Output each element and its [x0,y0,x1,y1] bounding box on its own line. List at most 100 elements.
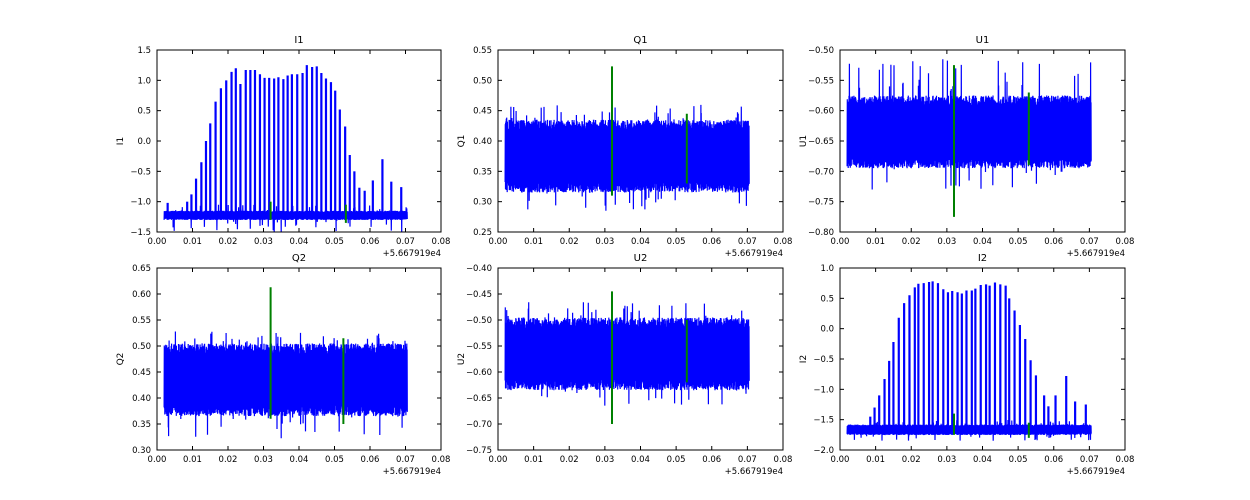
plot-area [846,281,1092,441]
x-tick-label: 0.06 [702,455,721,465]
x-tick-label: 0.01 [866,455,885,465]
x-tick-label: 0.03 [254,237,273,247]
series-line [846,419,1092,441]
x-tick-label: 0.06 [1044,455,1063,465]
x-tick-label: 0.08 [774,237,793,247]
y-tick-label: 0.55 [473,46,492,56]
subplot-i1: 0.00 0.01 0.02 0.03 0.04 0.05 0.06 0.07 0.08 1.5 1… [116,35,450,259]
x-tick-label: 0.07 [1080,237,1099,247]
y-tick-label: 0.40 [132,394,151,404]
x-tick-label: 0.02 [902,237,921,247]
x-tick-label: 0.01 [524,455,543,465]
y-tick-label: 0.45 [132,368,151,378]
x-tick-label: 0.03 [937,455,956,465]
x-tick-label: 0.04 [631,237,650,247]
y-tick-label: −0.5 [813,355,834,365]
y-tick-label: −0.70 [466,420,492,430]
y-tick-label: 0.55 [132,316,151,326]
y-tick-label: 0.30 [132,446,151,456]
y-tick-label: 0.35 [132,420,151,430]
x-tick-label: 0.00 [831,455,850,465]
x-tick-label: 0.01 [866,237,885,247]
y-tick-label: 0.50 [473,76,492,86]
y-tick-label: 0.30 [473,198,492,208]
x-tick-label: 0.00 [831,237,850,247]
subplot-title: Q2 [292,253,306,264]
y-tick-label: 0.40 [473,137,492,147]
axes-frame [839,267,1126,451]
x-tick-label: 0.08 [1116,455,1135,465]
y-tick-label: 0.5 [137,107,151,117]
y-tick-label: −1.5 [130,228,151,238]
y-tick-label: −0.75 [808,198,834,208]
x-tick-label: 0.02 [560,237,579,247]
y-tick-label: −0.65 [808,137,834,147]
x-tick-label: 0.03 [937,237,956,247]
series-line [163,331,408,439]
y-tick-label: 0.50 [132,342,151,352]
x-tick-label: 0.07 [738,237,757,247]
y-axis-label: I1 [116,137,126,145]
series-line [163,204,408,232]
x-tick-label: 0.03 [595,237,614,247]
y-tick-label: −0.50 [466,316,492,326]
axes-frame [156,49,442,233]
x-tick-label: 0.08 [432,455,451,465]
x-tick-label: 0.01 [524,237,543,247]
plot-area [846,59,1092,217]
subplot-u2: 0.00 0.01 0.02 0.03 0.04 0.05 0.06 0.07 0.08 −0.4… [457,253,792,477]
x-offset-label: +5.667919e4 [1067,467,1125,477]
series-line [504,104,750,211]
x-tick-label: 0.03 [595,455,614,465]
x-tick-label: 0.05 [1009,455,1028,465]
y-tick-label: −0.55 [466,342,492,352]
y-tick-label: 0.60 [132,290,151,300]
y-axis-label: U1 [799,135,809,147]
y-tick-label: 0.45 [473,107,492,117]
x-tick-label: 0.04 [973,455,992,465]
subplot-q1: 0.00 0.01 0.02 0.03 0.04 0.05 0.06 0.07 0.08 0.55… [457,35,792,259]
y-tick-label: 0.0 [137,137,151,147]
x-tick-label: 0.08 [1116,237,1135,247]
x-tick-label: 0.04 [290,237,309,247]
y-tick-label: −0.60 [808,107,834,117]
y-tick-label: −0.45 [466,290,492,300]
y-tick-label: 1.0 [137,76,151,86]
y-tick-label: 0.25 [473,228,492,238]
x-tick-label: 0.06 [361,237,380,247]
y-axis-label: Q1 [457,135,467,148]
y-tick-label: −2.0 [813,446,834,456]
x-tick-label: 0.02 [219,237,238,247]
y-tick-label: −0.80 [808,228,834,238]
x-tick-label: 0.07 [396,237,415,247]
x-tick-label: 0.01 [183,455,202,465]
y-tick-label: −0.50 [808,46,834,56]
plot-area [504,291,750,424]
x-tick-label: 0.08 [432,237,451,247]
y-axis-label: Q2 [116,353,126,366]
y-tick-label: −0.70 [808,167,834,177]
x-offset-label: +5.667919e4 [383,249,441,259]
subplot-u1: 0.00 0.01 0.02 0.03 0.04 0.05 0.06 0.07 0.08 −0.5… [799,35,1134,259]
y-tick-label: −0.5 [130,167,151,177]
subplot-title: Q1 [633,35,647,46]
y-tick-label: 1.0 [820,264,834,274]
subplot-title: U1 [976,35,990,46]
y-tick-label: −0.55 [808,76,834,86]
y-tick-label: −0.65 [466,394,492,404]
x-tick-label: 0.07 [1080,455,1099,465]
y-tick-label: 1.5 [137,46,151,56]
x-tick-label: 0.00 [489,455,508,465]
subplot-q2: 0.00 0.01 0.02 0.03 0.04 0.05 0.06 0.07 0.08 0.65… [116,253,450,477]
x-tick-label: 0.04 [973,237,992,247]
x-tick-label: 0.06 [1044,237,1063,247]
x-tick-label: 0.02 [219,455,238,465]
subplot-i2: 0.00 0.01 0.02 0.03 0.04 0.05 0.06 0.07 0.08 1.0 0… [799,253,1134,477]
subplot-title: I1 [294,35,303,46]
y-tick-label: −1.0 [130,198,151,208]
x-tick-label: 0.03 [254,455,273,465]
x-tick-label: 0.05 [325,455,344,465]
series-line [504,302,750,406]
x-tick-label: 0.05 [325,237,344,247]
